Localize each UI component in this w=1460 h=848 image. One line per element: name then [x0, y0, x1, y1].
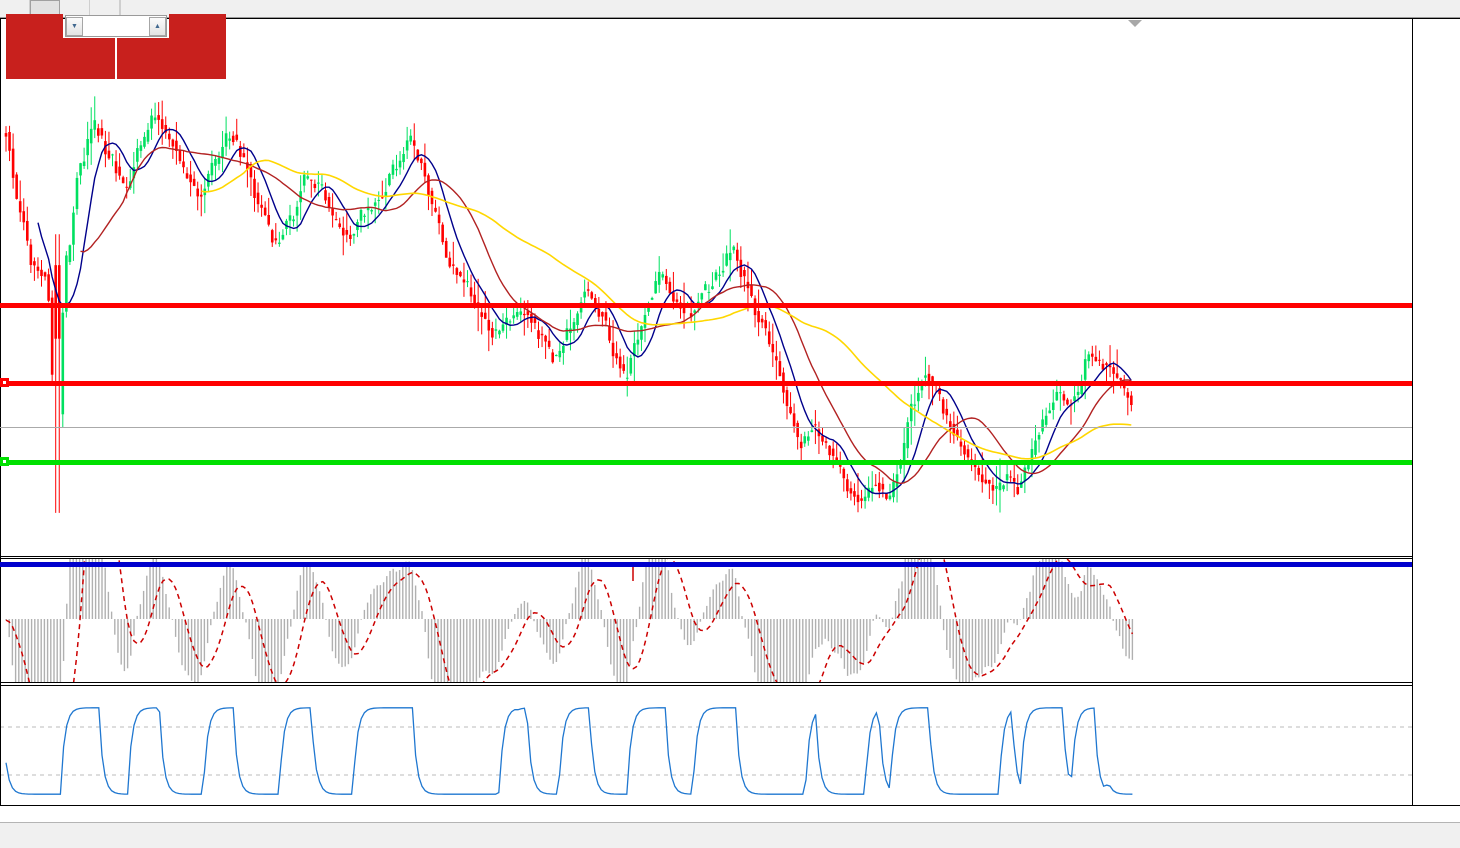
buy-price-button[interactable] [117, 38, 226, 79]
resistance-level-2-line[interactable] [0, 378, 1412, 387]
rsi-pane[interactable] [0, 685, 1412, 805]
one-click-trading-panel[interactable]: ▼ ▲ [6, 14, 226, 79]
timeframe-toolbar [0, 0, 1460, 18]
sell-price-button[interactable] [6, 38, 115, 79]
scroll-position-marker-icon[interactable] [1128, 20, 1142, 27]
chart-window[interactable] [0, 18, 1460, 823]
current-price-line [0, 427, 1412, 428]
price-scale[interactable] [1412, 19, 1460, 805]
timeframe-button-mn[interactable] [90, 0, 120, 17]
chart-tab-bar[interactable] [0, 822, 1460, 848]
one-click-price-row [6, 38, 226, 79]
target-level-line[interactable] [0, 562, 1412, 567]
buy-button-label[interactable] [169, 14, 226, 38]
lot-decrease-icon[interactable]: ▼ [66, 16, 83, 36]
price-pane[interactable] [0, 19, 1412, 557]
rsi-chart [0, 707, 1412, 795]
toolbar-spacer [120, 0, 1460, 17]
level-handle[interactable] [0, 378, 9, 387]
level-handle[interactable] [0, 457, 9, 466]
sell-button-label[interactable] [6, 14, 63, 38]
macd-pane[interactable] [0, 558, 1412, 683]
resistance-level-1-line[interactable] [0, 303, 1412, 308]
candlestick-chart [4, 96, 1133, 513]
support-level-line[interactable] [0, 457, 1412, 466]
timeframe-button-w1[interactable] [60, 0, 90, 17]
macd-chart [5, 559, 1134, 682]
lot-increase-icon[interactable]: ▲ [149, 16, 166, 36]
one-click-top-row: ▼ ▲ [6, 14, 226, 38]
timeframe-button-h4[interactable] [0, 0, 30, 17]
date-scale[interactable] [0, 805, 1460, 823]
lot-size-stepper[interactable]: ▼ ▲ [65, 15, 167, 37]
